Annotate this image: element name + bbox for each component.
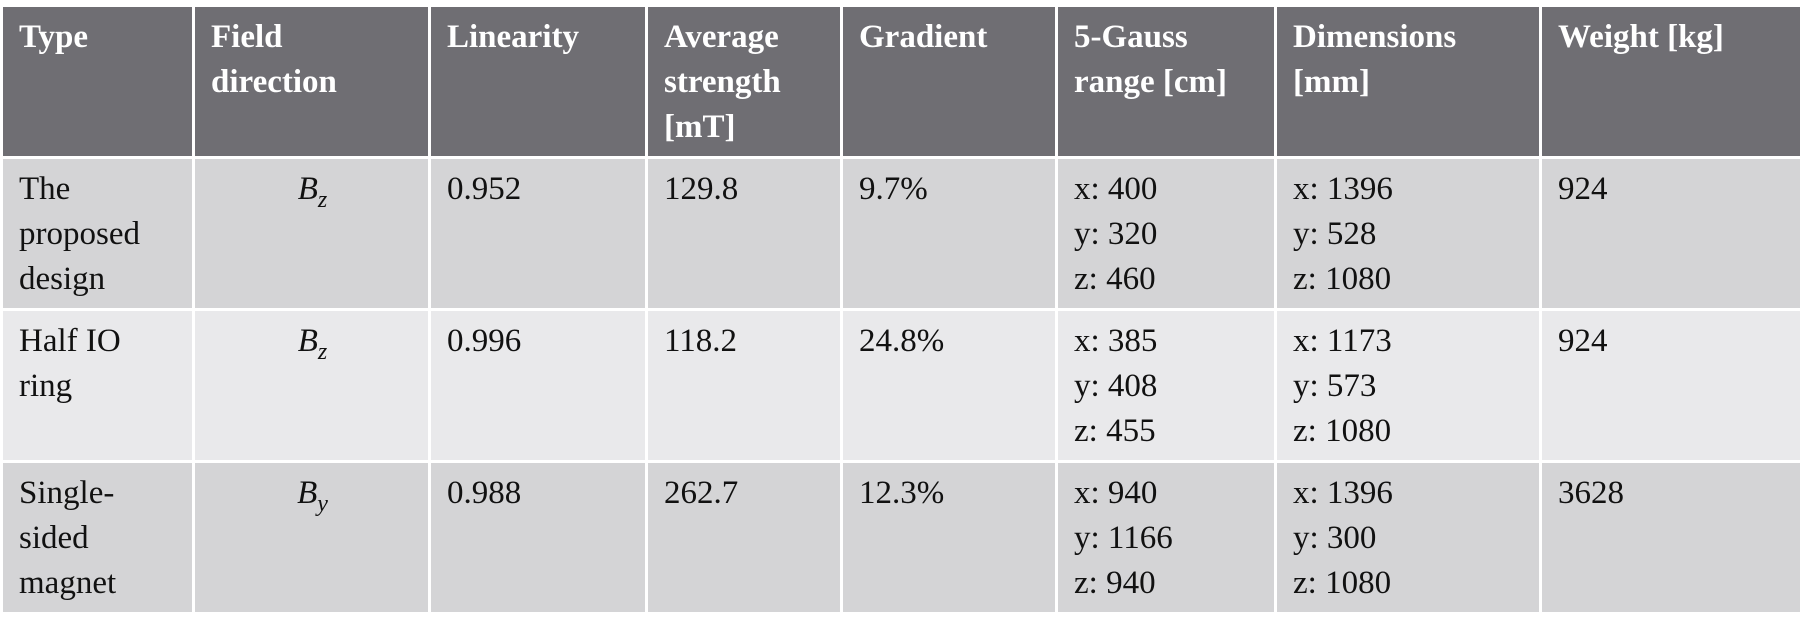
field-subscript: z xyxy=(317,187,328,213)
table-cell: 24.8% xyxy=(840,308,1058,463)
comparison-table: Type Field direction Linearity Average stre… xyxy=(0,4,1803,615)
field-symbol: B xyxy=(297,323,318,359)
table-cell: 0.952 xyxy=(428,156,648,311)
header-cell: Field direction xyxy=(192,4,431,159)
header-cell: Dimensions [mm] xyxy=(1274,4,1542,159)
table-cell: x: 1173 y: 573 z: 1080 xyxy=(1274,308,1542,463)
table-row: Single-sided magnet By 0.988 262.7 12.3% x: 9… xyxy=(0,460,1803,615)
table-cell: 12.3% xyxy=(840,460,1058,615)
cell-line: y: 528 xyxy=(1293,216,1377,252)
cell-line: 129.8 xyxy=(664,171,739,207)
cell-line: y: 408 xyxy=(1074,368,1158,404)
table-cell: Bz xyxy=(192,308,431,463)
field-symbol: B xyxy=(297,475,318,511)
table-cell: 0.996 xyxy=(428,308,648,463)
cell-line: z: 1080 xyxy=(1293,413,1392,449)
cell-line: 0.996 xyxy=(447,323,522,359)
table-cell: Bz xyxy=(192,156,431,311)
table-row: The proposed design Bz 0.952 129.8 9.7% x: 40… xyxy=(0,156,1803,311)
table-cell: x: 940 y: 1166 z: 940 xyxy=(1055,460,1277,615)
table-cell: 924 xyxy=(1539,308,1803,463)
table-cell: x: 400 y: 320 z: 460 xyxy=(1055,156,1277,311)
table-cell: Single-sided magnet xyxy=(0,460,195,615)
field-subscript: z xyxy=(317,339,328,365)
table-cell: 924 xyxy=(1539,156,1803,311)
cell-line: y: 573 xyxy=(1293,368,1377,404)
cell-line: 9.7% xyxy=(859,171,928,207)
header-cell: Gradient xyxy=(840,4,1058,159)
cell-line: z: 1080 xyxy=(1293,261,1392,297)
table-cell: 9.7% xyxy=(840,156,1058,311)
cell-line: 262.7 xyxy=(664,475,739,511)
cell-line: z: 455 xyxy=(1074,413,1156,449)
table-cell: x: 1396 y: 300 z: 1080 xyxy=(1274,460,1542,615)
cell-line: y: 300 xyxy=(1293,520,1377,556)
header-cell: Type xyxy=(0,4,195,159)
header-row: Type Field direction Linearity Average stre… xyxy=(0,4,1803,159)
cell-line: x: 1173 xyxy=(1293,323,1392,359)
cell-line: 924 xyxy=(1558,171,1608,207)
cell-line: Half IO ring xyxy=(19,323,121,404)
table-cell: 0.988 xyxy=(428,460,648,615)
cell-line: 12.3% xyxy=(859,475,945,511)
table-row: Half IO ring Bz 0.996 118.2 24.8% x: 385 y: 40… xyxy=(0,308,1803,463)
header-cell: Average strength [mT] xyxy=(645,4,843,159)
cell-line: 924 xyxy=(1558,323,1608,359)
header-cell: Weight [kg] xyxy=(1539,4,1803,159)
table-cell: Half IO ring xyxy=(0,308,195,463)
table-body: The proposed design Bz 0.952 129.8 9.7% x: 40… xyxy=(0,156,1803,615)
cell-line: 24.8% xyxy=(859,323,945,359)
cell-line: y: 1166 xyxy=(1074,520,1173,556)
cell-line: 0.952 xyxy=(447,171,522,207)
cell-line: x: 1396 xyxy=(1293,171,1393,207)
cell-line: x: 400 xyxy=(1074,171,1158,207)
cell-line: Single-sided magnet xyxy=(19,475,117,601)
header-cell: 5-Gauss range [cm] xyxy=(1055,4,1277,159)
field-symbol: B xyxy=(297,171,318,207)
cell-line: 0.988 xyxy=(447,475,522,511)
cell-line: x: 940 xyxy=(1074,475,1158,511)
table-cell: The proposed design xyxy=(0,156,195,311)
cell-line: z: 460 xyxy=(1074,261,1156,297)
table-cell: x: 1396 y: 528 z: 1080 xyxy=(1274,156,1542,311)
field-subscript: y xyxy=(317,491,328,517)
table-cell: 118.2 xyxy=(645,308,843,463)
table-cell: By xyxy=(192,460,431,615)
cell-line: 118.2 xyxy=(664,323,738,359)
table-cell: 262.7 xyxy=(645,460,843,615)
cell-line: y: 320 xyxy=(1074,216,1158,252)
cell-line: 3628 xyxy=(1558,475,1624,511)
table-cell: 129.8 xyxy=(645,156,843,311)
header-cell: Linearity xyxy=(428,4,648,159)
table-cell: x: 385 y: 408 z: 455 xyxy=(1055,308,1277,463)
cell-line: x: 385 xyxy=(1074,323,1158,359)
cell-line: x: 1396 xyxy=(1293,475,1393,511)
cell-line: z: 940 xyxy=(1074,565,1156,601)
cell-line: The proposed design xyxy=(19,171,140,297)
table-cell: 3628 xyxy=(1539,460,1803,615)
cell-line: z: 1080 xyxy=(1293,565,1392,601)
